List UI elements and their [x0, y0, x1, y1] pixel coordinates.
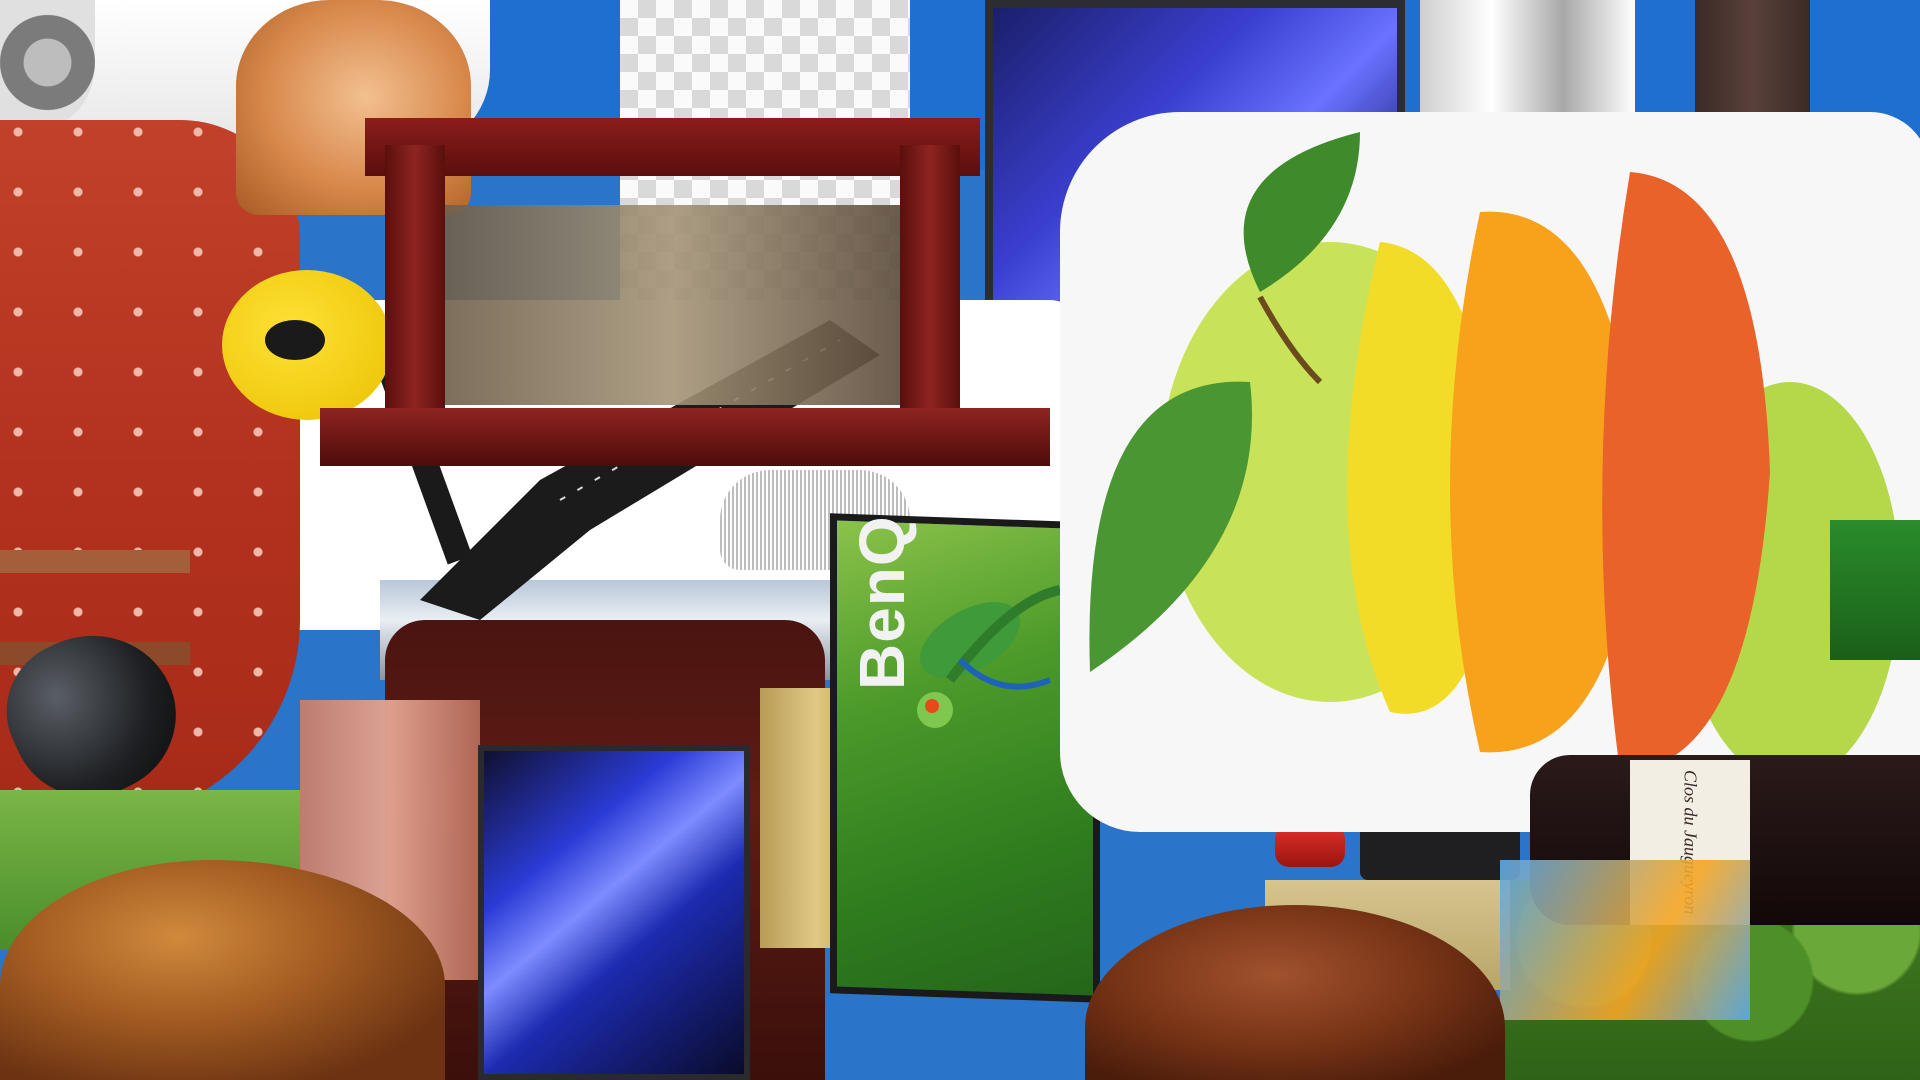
green-bottle-edge	[1830, 520, 1920, 660]
benq-logo: BenQ	[846, 515, 918, 690]
wood-post	[1695, 0, 1810, 125]
fruit-icon	[1089, 132, 1900, 782]
guitar-sound-hole	[265, 320, 325, 360]
red-wood-frame-top	[365, 118, 980, 176]
monitor-small	[478, 745, 750, 1080]
red-wood-frame-right	[900, 145, 960, 445]
frame-panel	[445, 205, 900, 405]
red-wood-frame-bottom	[320, 408, 1050, 466]
frog-icon	[917, 585, 1062, 728]
poster-fragment	[1500, 860, 1750, 1020]
metal-pillar	[1420, 0, 1635, 120]
red-wood-frame-left	[385, 145, 445, 445]
car-wheel	[0, 0, 95, 125]
red-cup	[1275, 825, 1345, 867]
date-fruit-left	[0, 860, 445, 1080]
